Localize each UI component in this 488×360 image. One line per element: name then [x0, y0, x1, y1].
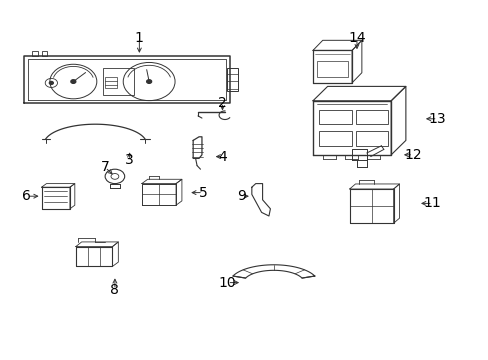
Bar	[316, 61, 347, 77]
Text: 11: 11	[423, 197, 441, 210]
Text: 1: 1	[135, 31, 143, 45]
Text: 10: 10	[218, 276, 236, 289]
Bar	[318, 131, 351, 146]
Text: 7: 7	[101, 161, 109, 174]
Circle shape	[146, 80, 151, 84]
Circle shape	[49, 81, 53, 84]
Bar	[227, 68, 238, 91]
Bar	[102, 68, 134, 95]
Text: 8: 8	[110, 283, 119, 297]
Bar	[355, 131, 387, 146]
Bar	[32, 51, 38, 56]
Text: 13: 13	[428, 112, 446, 126]
Text: 14: 14	[347, 31, 365, 45]
Text: 3: 3	[125, 153, 134, 167]
Bar	[41, 51, 47, 56]
Text: 6: 6	[22, 189, 31, 203]
Text: 12: 12	[404, 148, 421, 162]
Text: 4: 4	[218, 150, 226, 163]
Text: 9: 9	[237, 189, 246, 203]
Bar	[105, 77, 117, 88]
Bar	[318, 110, 351, 124]
Text: 2: 2	[218, 96, 226, 109]
Circle shape	[71, 80, 76, 84]
Text: 5: 5	[198, 186, 207, 199]
Bar	[355, 110, 387, 124]
